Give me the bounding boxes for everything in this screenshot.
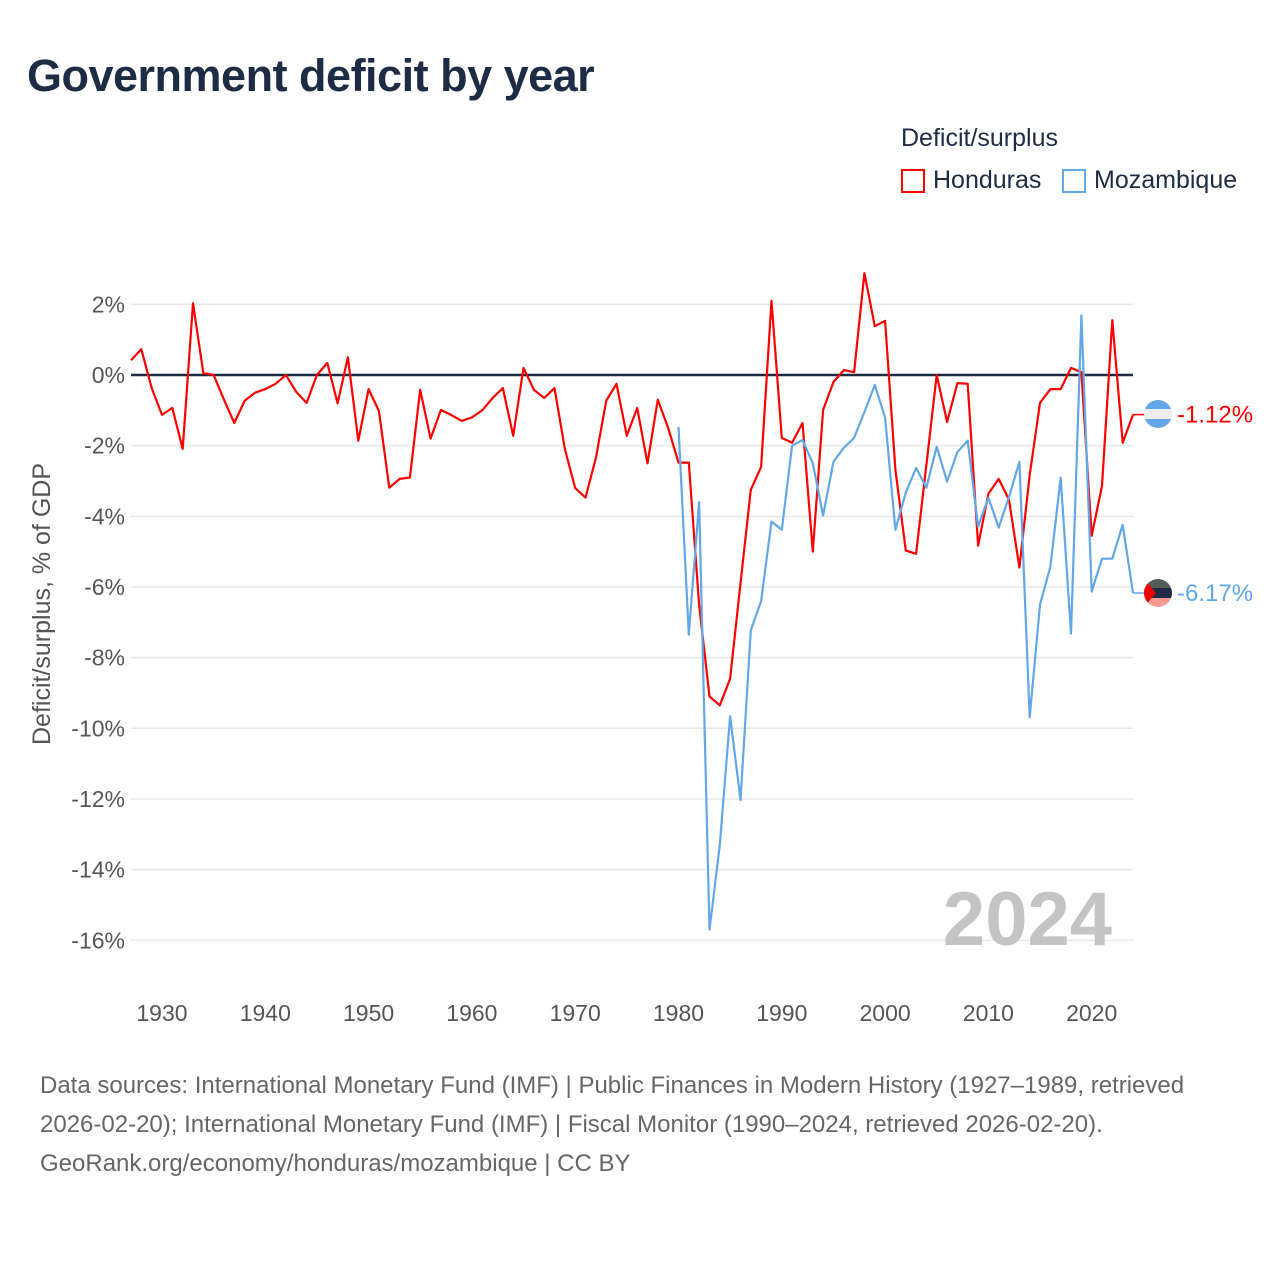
y-tick-label: 2% xyxy=(92,291,125,317)
x-tick-label: 2000 xyxy=(860,1000,911,1026)
series-line-mozambique xyxy=(677,314,1135,931)
x-tick-label: 1950 xyxy=(343,1000,394,1026)
x-tick-label: 1970 xyxy=(550,1000,601,1026)
legend-label: Honduras xyxy=(933,166,1042,194)
x-tick-label: 1960 xyxy=(446,1000,497,1026)
data-sources: Data sources: International Monetary Fun… xyxy=(40,1072,1185,1138)
end-value-label-honduras: -1.12% xyxy=(1177,402,1253,429)
legend-label: Mozambique xyxy=(1094,166,1238,194)
y-tick-label: -10% xyxy=(71,715,125,741)
x-tick-label: 1980 xyxy=(653,1000,704,1026)
plot-area: 2% 0% -2% -4% -6% -8% -10% -12% -14% -16% 1930 1940… xyxy=(28,272,1253,1026)
honduras-flag-icon xyxy=(1144,400,1172,428)
mozambique-flag-icon xyxy=(1144,579,1172,607)
x-tick-label: 1940 xyxy=(240,1000,291,1026)
legend-swatch-mozambique xyxy=(1062,168,1086,193)
year-watermark: 2024 xyxy=(943,877,1112,962)
y-tick-label: -12% xyxy=(71,786,125,812)
legend-swatch-honduras xyxy=(901,168,925,193)
end-value-label-mozambique: -6.17% xyxy=(1177,580,1253,607)
y-tick-label: -8% xyxy=(84,645,125,671)
x-tick-label: 1990 xyxy=(756,1000,807,1026)
y-tick-label: -2% xyxy=(84,433,125,459)
x-tick-label: 2010 xyxy=(963,1000,1014,1026)
legend-item-mozambique[interactable]: Mozambique xyxy=(1062,166,1237,195)
series-line-honduras xyxy=(130,272,1135,707)
chart-title: Government deficit by year xyxy=(27,50,595,101)
y-tick-label: -6% xyxy=(84,574,125,600)
y-axis-label: Deficit/surplus, % of GDP xyxy=(28,463,56,745)
x-tick-label: 1930 xyxy=(136,1000,187,1026)
credit-link[interactable]: GeoRank.org/economy/honduras/mozambique … xyxy=(40,1150,631,1177)
y-tick-label: 0% xyxy=(92,362,125,388)
footer: Data sources: International Monetary Fun… xyxy=(40,1066,1240,1183)
legend-item-honduras[interactable]: Honduras xyxy=(901,166,1041,195)
y-tick-label: -4% xyxy=(84,503,125,529)
x-tick-label: 2020 xyxy=(1066,1000,1117,1026)
y-tick-label: -16% xyxy=(71,927,125,953)
legend-title: Deficit/surplus xyxy=(901,124,1058,152)
y-tick-label: -14% xyxy=(71,857,125,883)
